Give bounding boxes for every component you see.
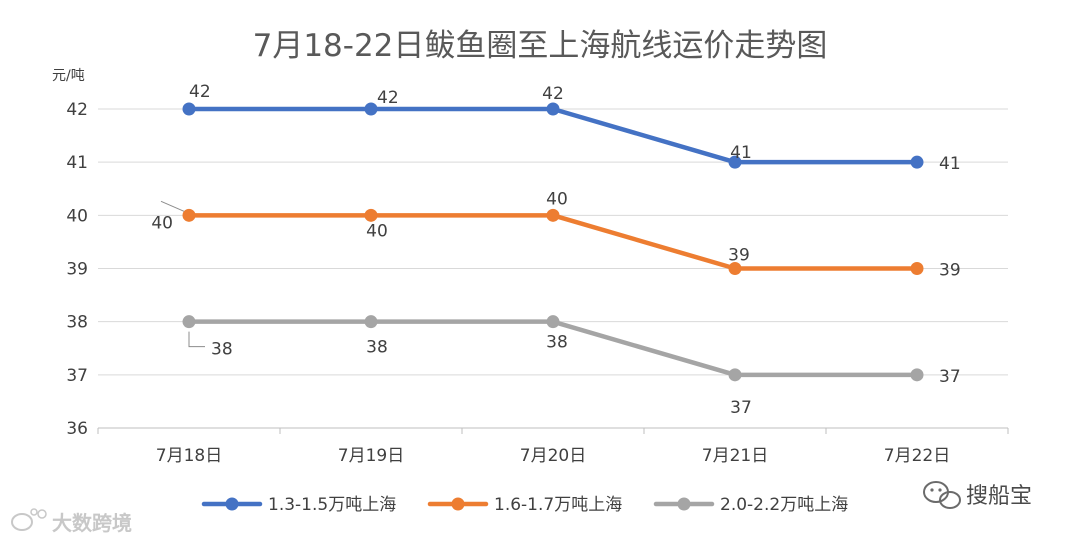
data-point <box>728 155 742 169</box>
x-tick-label: 7月18日 <box>156 446 222 466</box>
label-leader-line <box>188 331 205 348</box>
legend-marker <box>677 497 691 511</box>
series-line <box>186 213 920 271</box>
data-labels: 42 42 42 41 41 40 40 40 39 39 38 38 38 37 37 <box>151 82 960 418</box>
y-tick-label: 42 <box>66 100 88 120</box>
weibo-logo-icon <box>11 508 47 531</box>
data-label: 40 <box>366 221 388 241</box>
legend-marker <box>451 497 465 511</box>
legend-label: 1.3-1.5万吨上海 <box>268 495 396 515</box>
series-line <box>186 106 920 165</box>
data-label: 38 <box>211 340 233 360</box>
data-point <box>364 208 378 222</box>
y-axis-unit-label: 元/吨 <box>52 68 85 84</box>
y-tick-label: 36 <box>66 419 88 439</box>
chart-title: 7月18-22日鲅鱼圈至上海航线运价走势图 <box>253 28 828 64</box>
watermark-left: 大数跨境 <box>11 508 132 535</box>
legend[interactable]: 1.3-1.5万吨上海 1.6-1.7万吨上海 2.0-2.2万吨上海 <box>201 495 848 515</box>
data-label: 42 <box>542 84 564 104</box>
x-tick-label: 7月19日 <box>338 446 404 466</box>
y-tick-label: 40 <box>66 206 88 226</box>
data-label: 41 <box>730 143 752 163</box>
legend-label: 1.6-1.7万吨上海 <box>494 495 622 515</box>
watermark-left-text: 大数跨境 <box>52 511 132 535</box>
data-label: 40 <box>546 189 568 209</box>
data-label: 41 <box>939 154 961 174</box>
data-point <box>182 208 196 222</box>
data-point <box>910 368 924 382</box>
legend-item[interactable]: 1.6-1.7万吨上海 <box>427 495 622 515</box>
legend-item[interactable]: 2.0-2.2万吨上海 <box>653 495 848 515</box>
y-tick-label: 39 <box>66 260 88 280</box>
data-label: 42 <box>189 82 211 102</box>
y-tick-label: 37 <box>66 366 88 386</box>
data-label: 39 <box>728 246 750 266</box>
data-label: 38 <box>546 333 568 353</box>
brand-name: 搜船宝 <box>966 484 1032 509</box>
y-tick-label: 41 <box>66 153 88 173</box>
data-label: 38 <box>366 338 388 358</box>
data-point <box>728 368 742 382</box>
y-axis-ticks: 36 37 38 39 40 41 42 <box>66 100 88 439</box>
x-tick-label: 7月20日 <box>520 446 586 466</box>
x-tick-label: 7月22日 <box>884 446 950 466</box>
data-label: 37 <box>939 367 961 387</box>
data-label: 37 <box>730 398 752 418</box>
data-point <box>364 315 378 329</box>
x-axis: 7月18日 7月19日 7月20日 7月21日 7月22日 <box>97 428 1009 466</box>
data-point <box>910 262 924 275</box>
data-point <box>182 102 196 116</box>
data-label: 40 <box>151 213 173 233</box>
brand-watermark: 搜船宝 <box>923 481 1032 509</box>
data-point <box>546 315 560 329</box>
data-point <box>546 102 560 116</box>
data-label: 42 <box>377 88 399 108</box>
data-point <box>546 208 560 222</box>
data-point <box>182 315 196 329</box>
data-label: 39 <box>939 261 961 281</box>
series-group <box>182 102 924 382</box>
data-point <box>910 155 924 169</box>
data-point <box>728 262 742 275</box>
label-leader-line <box>160 200 185 212</box>
y-tick-label: 38 <box>66 313 88 333</box>
data-point <box>364 102 378 116</box>
wechat-logo-icon <box>923 481 961 509</box>
legend-marker <box>225 497 239 511</box>
legend-item[interactable]: 1.3-1.5万吨上海 <box>201 495 396 515</box>
x-tick-label: 7月21日 <box>702 446 768 466</box>
legend-label: 2.0-2.2万吨上海 <box>720 495 848 515</box>
